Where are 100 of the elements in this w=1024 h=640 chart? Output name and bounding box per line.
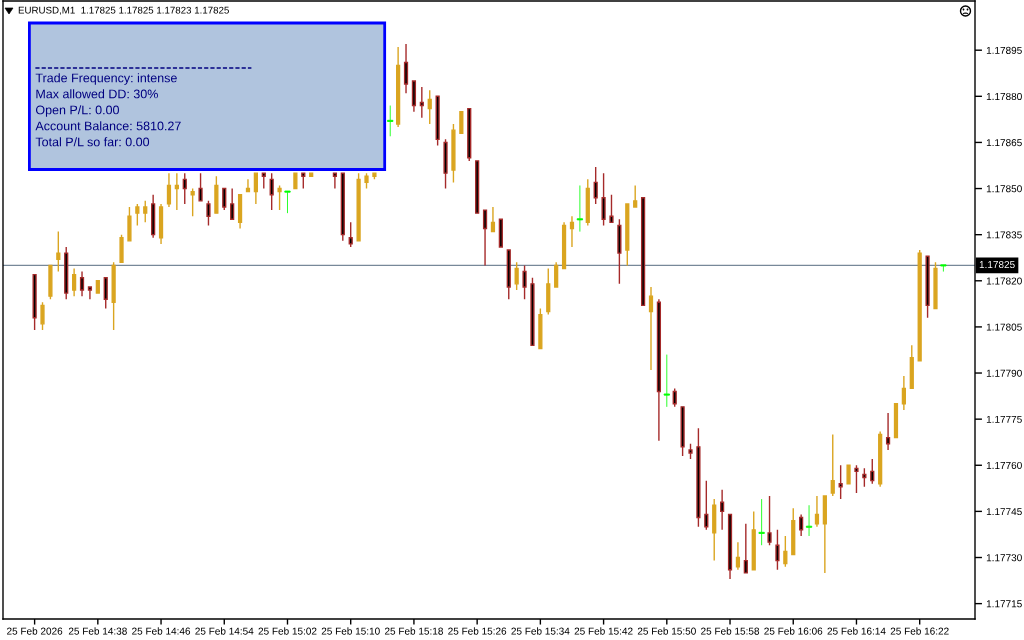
y-tick-label: 1.17760 — [986, 461, 1022, 469]
candlestick — [727, 513, 733, 580]
annotation: Trade Frequency: intense — [35, 73, 177, 85]
candlestick — [561, 221, 567, 270]
x-tick-label: 25 Feb 15:10 — [321, 627, 380, 635]
x-tick-label: 25 Feb 16:06 — [764, 627, 823, 635]
candlestick — [506, 249, 511, 300]
candlestick — [435, 95, 440, 147]
candlestick — [467, 107, 472, 162]
candlestick — [838, 464, 843, 500]
candlestick — [688, 443, 693, 460]
candlestick — [791, 507, 796, 556]
candlestick — [933, 261, 938, 310]
candlestick — [514, 261, 519, 291]
x-tick-label: 25 Feb 2026 — [7, 627, 63, 635]
candlestick — [190, 187, 195, 217]
candlestick — [712, 498, 717, 562]
x-tick-label: 25 Feb 15:50 — [637, 627, 696, 635]
candlestick — [72, 267, 77, 297]
candlestick — [206, 200, 211, 227]
candlestick — [198, 172, 203, 202]
candlestick — [878, 430, 883, 488]
candlestick — [846, 464, 851, 485]
candlestick — [743, 522, 748, 574]
candlestick — [940, 264, 947, 272]
candlestick — [585, 178, 590, 227]
candlestick — [576, 185, 583, 233]
candlestick — [419, 86, 424, 119]
candlestick — [901, 375, 906, 411]
candlestick — [814, 495, 820, 528]
x-tick-label: 25 Feb 15:42 — [574, 627, 633, 635]
candlestick — [799, 513, 804, 537]
candlestick — [245, 178, 251, 193]
x-tick-label: 25 Feb 15:58 — [701, 627, 760, 635]
candlestick — [64, 246, 69, 300]
candlestick — [569, 215, 575, 248]
candlestick — [633, 184, 638, 208]
candlestick — [261, 172, 266, 190]
candlestick — [490, 206, 496, 233]
candlestick — [617, 218, 622, 285]
candlestick — [277, 184, 282, 211]
candlestick — [174, 172, 179, 211]
candlestick — [538, 307, 543, 350]
candlestick — [704, 479, 709, 531]
candlestick — [451, 123, 456, 184]
candlestick — [372, 172, 377, 181]
candlestick — [356, 172, 361, 242]
candlestick — [546, 267, 551, 316]
x-tick-label: 25 Feb 14:38 — [68, 627, 127, 635]
y-tick-label: 1.17880 — [986, 92, 1022, 101]
candlestick — [222, 187, 227, 211]
x-tick-label: 25 Feb 16:22 — [890, 627, 949, 635]
candlestick — [601, 172, 606, 227]
annotation: Total P/L so far: 0.00 — [35, 137, 150, 147]
candlestick — [917, 249, 922, 362]
candlestick — [56, 230, 61, 273]
x-tick-label: 25 Feb 15:02 — [258, 627, 317, 635]
annotation: Max allowed DD: 30% — [36, 89, 158, 99]
candlestick — [230, 187, 235, 220]
candlestick — [127, 206, 132, 242]
candlestick — [301, 172, 306, 190]
candlestick — [854, 464, 859, 494]
candlestick — [530, 277, 535, 347]
candlestick — [364, 172, 369, 190]
candlestick — [427, 89, 432, 125]
candlestick — [309, 172, 314, 177]
candlestick — [735, 541, 741, 571]
candlestick — [909, 344, 914, 390]
candlestick — [640, 197, 646, 307]
candlestick — [459, 110, 464, 134]
candlestick — [672, 387, 677, 408]
candlestick — [758, 498, 765, 546]
candlestick — [475, 160, 480, 214]
y-tick-label: 1.17775 — [986, 415, 1022, 423]
y-tick-label: 1.17835 — [986, 231, 1022, 239]
candlestick — [751, 510, 756, 571]
candlestick — [783, 535, 788, 568]
candlestick — [348, 221, 353, 248]
candlestick — [522, 264, 527, 300]
y-tick-label: 1.17895 — [986, 46, 1022, 54]
x-tick-label: 25 Feb 16:14 — [827, 627, 886, 635]
y-tick-label: 1.17865 — [986, 139, 1022, 147]
candlestick — [862, 467, 867, 488]
x-tick-label: 25 Feb 14:46 — [132, 627, 191, 635]
candlestick — [48, 264, 53, 300]
annotation: Account Balance: 5810.27 — [35, 121, 181, 131]
candlestick — [656, 298, 662, 442]
candlestick — [443, 138, 448, 190]
candlestick — [396, 46, 401, 128]
candlestick — [182, 172, 187, 205]
y-tick-label: 1.17820 — [986, 277, 1022, 285]
annotation: Open P/L: 0.00 — [35, 105, 119, 117]
candlestick — [609, 194, 614, 224]
candlestick — [411, 80, 417, 113]
candlestick — [403, 43, 409, 94]
candlestick — [158, 203, 164, 245]
candlestick — [293, 172, 298, 190]
text: EURUSD,M1 1.17825 1.17825 1.17823 1.17825 — [18, 6, 229, 15]
candlestick — [498, 218, 503, 248]
candlestick — [151, 194, 156, 239]
